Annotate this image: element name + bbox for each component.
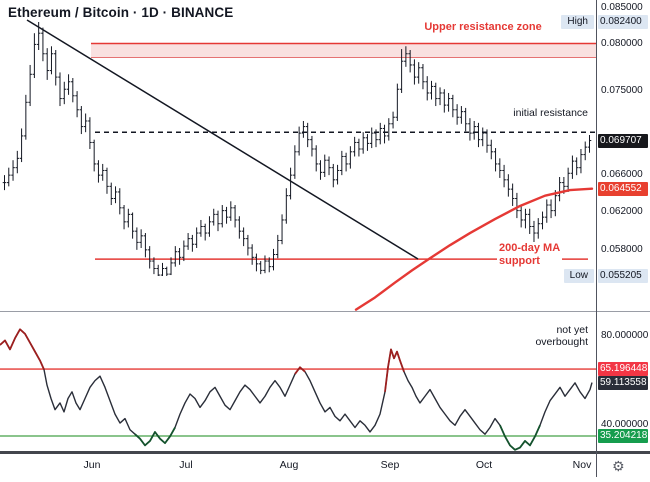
- ma-value-badge: 0.064552: [598, 181, 648, 196]
- upper-resistance-zone-label: Upper resistance zone: [424, 21, 542, 33]
- rsi-axis-tick: 80.000000: [601, 330, 649, 341]
- high-value-badge: 0.082400: [598, 15, 648, 29]
- rsi-overbought-segment: [384, 348, 405, 392]
- low-side-label: Low: [563, 268, 594, 283]
- ma-line[interactable]: [354, 187, 594, 311]
- rsi-oversold-segment: [134, 427, 176, 447]
- rsi-upper-band-badge: 65.196448: [598, 362, 648, 377]
- time-axis-label: Nov: [572, 459, 592, 471]
- settings-gear-icon[interactable]: ⚙: [612, 458, 625, 474]
- time-axis-label: Jul: [179, 459, 193, 471]
- initial-resistance-label: initial resistance: [513, 107, 588, 119]
- rsi-overbought-segment: [0, 328, 45, 370]
- not-yet-label-line2: overbought: [535, 336, 588, 349]
- rsi-panel-bottom-border: [0, 451, 650, 454]
- current-price-badge: 0.069707: [598, 133, 648, 148]
- rsi-overbought-segment: [294, 366, 306, 375]
- ma-support-label: 200-day MA support: [497, 242, 563, 268]
- rsi-current-value-badge: 59.113558: [598, 375, 648, 390]
- not-yet-overbought-label: not yet overbought: [468, 324, 588, 349]
- price-axis-tick: 0.075000: [601, 85, 643, 97]
- time-axis-label: Oct: [475, 459, 493, 471]
- time-axis-label: Aug: [279, 459, 299, 471]
- ohlc-bars: [2, 22, 592, 276]
- not-yet-label-line1: not yet: [556, 324, 588, 336]
- time-axis-label: Jun: [83, 459, 101, 471]
- ma-support-label-line2: support: [499, 254, 540, 267]
- price-axis-tick: 0.085000: [601, 2, 643, 13]
- panel-separator[interactable]: [0, 311, 650, 312]
- price-axis-tick: 0.058000: [601, 243, 643, 255]
- rsi-oversold-segment: [499, 424, 541, 451]
- price-axis-tick: 0.062000: [601, 206, 643, 218]
- price-axis-tick: 0.080000: [601, 38, 643, 50]
- ma-support-label-line1: 200-day MA: [499, 242, 561, 254]
- rsi-axis-tick: 40.000000: [601, 419, 649, 431]
- symbol-title[interactable]: Ethereum / Bitcoin · 1D · BINANCE: [8, 5, 234, 20]
- rsi-lower-band-badge: 35.204218: [598, 428, 648, 443]
- trendline[interactable]: [26, 19, 419, 260]
- price-axis-tick: 0.066000: [601, 169, 643, 181]
- high-side-label: High: [561, 15, 594, 29]
- time-axis[interactable]: Jun Jul Aug Sep Oct Nov: [0, 457, 650, 479]
- price-axis-border: [596, 0, 597, 477]
- resistance-zone: [91, 42, 596, 58]
- time-axis-label: Sep: [380, 459, 400, 471]
- low-value-badge: 0.055205: [598, 268, 648, 283]
